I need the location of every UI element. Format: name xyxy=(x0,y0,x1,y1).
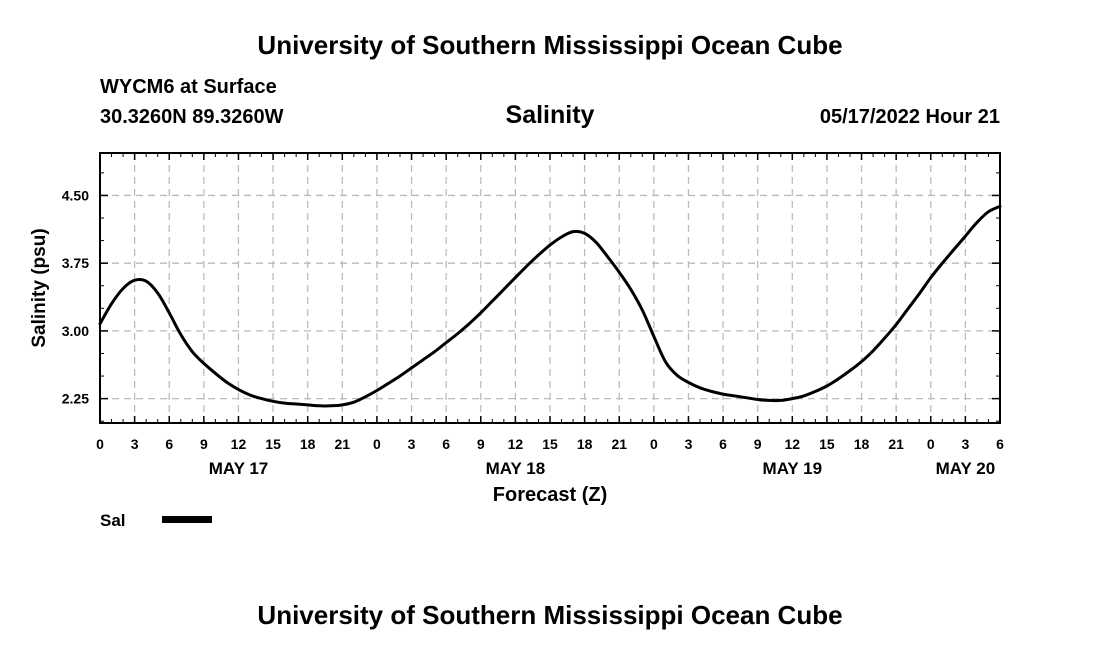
footer-title: University of Southern Mississippi Ocean… xyxy=(257,600,843,630)
x-tick-label: 6 xyxy=(719,436,727,452)
x-axis-label: Forecast (Z) xyxy=(493,484,607,506)
date-label: MAY 17 xyxy=(209,459,269,478)
x-tick-label: 6 xyxy=(165,436,173,452)
coordinates-label: 30.3260N 89.3260W xyxy=(100,106,284,128)
x-tick-label: 9 xyxy=(754,436,762,452)
date-label: MAY 20 xyxy=(936,459,996,478)
legend-swatch xyxy=(162,516,212,523)
x-tick-label: 21 xyxy=(335,436,351,452)
x-tick-label: 15 xyxy=(542,436,558,452)
x-tick-label: 6 xyxy=(996,436,1004,452)
x-tick-label: 12 xyxy=(231,436,247,452)
grid-lines xyxy=(100,153,1000,423)
chart-title: Salinity xyxy=(505,101,595,129)
x-tick-label: 18 xyxy=(854,436,870,452)
x-tick-label: 15 xyxy=(265,436,281,452)
y-tick-label: 3.75 xyxy=(62,255,89,271)
series-line-sal xyxy=(98,204,1002,408)
y-axis-label: Salinity (psu) xyxy=(29,228,50,347)
x-tick-label: 18 xyxy=(300,436,316,452)
date-label: MAY 18 xyxy=(486,459,546,478)
x-tick-label: 12 xyxy=(508,436,524,452)
x-tick-label: 0 xyxy=(650,436,658,452)
y-tick-label: 3.00 xyxy=(62,323,89,339)
x-tick-label: 3 xyxy=(961,436,969,452)
x-tick-label: 15 xyxy=(819,436,835,452)
date-label: MAY 19 xyxy=(763,459,823,478)
x-tick-label: 9 xyxy=(477,436,485,452)
y-tick-label: 2.25 xyxy=(62,391,89,407)
x-tick-label: 3 xyxy=(131,436,139,452)
x-tick-label: 21 xyxy=(888,436,904,452)
series-layer xyxy=(98,204,1002,408)
x-tick-label: 0 xyxy=(373,436,381,452)
x-tick-label: 6 xyxy=(442,436,450,452)
x-tick-label: 18 xyxy=(577,436,593,452)
x-tick-label: 9 xyxy=(200,436,208,452)
axis-labels: 0 3 6 9 12 15 18 21 0 3 6 9 12 15 18 21 0 3 6 9 12 15 18 21 0 3 6 2… xyxy=(62,187,1004,478)
forecast-datetime: 05/17/2022 Hour 21 xyxy=(819,106,1000,128)
page-title: University of Southern Mississippi Ocean… xyxy=(257,30,843,60)
x-tick-label: 0 xyxy=(96,436,104,452)
legend-label: Sal xyxy=(100,511,126,530)
x-tick-label: 12 xyxy=(785,436,801,452)
station-label: WYCM6 at Surface xyxy=(100,76,277,98)
x-tick-label: 21 xyxy=(611,436,627,452)
axis-ticks xyxy=(99,153,1001,423)
x-tick-label: 3 xyxy=(685,436,693,452)
y-tick-label: 4.50 xyxy=(62,187,89,203)
x-tick-label: 0 xyxy=(927,436,935,452)
x-tick-label: 3 xyxy=(408,436,416,452)
